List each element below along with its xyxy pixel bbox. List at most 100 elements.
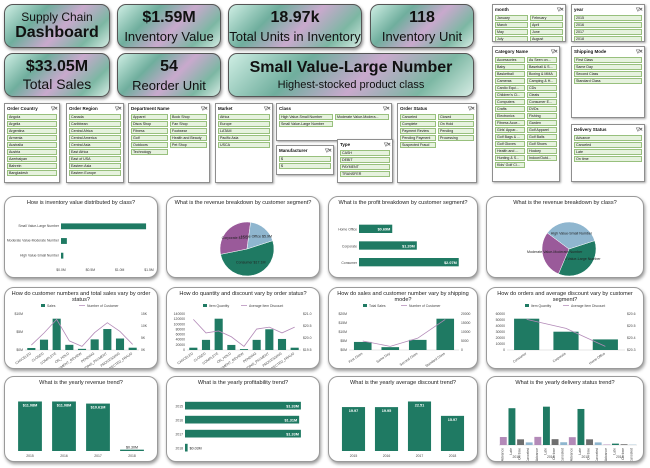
slicer-item[interactable]: High Value-Small Number (279, 114, 333, 120)
slicer-department[interactable]: Department Name ▽✕ Apparel Book Shop Discs S… (128, 103, 210, 183)
slicer-item[interactable]: Cardio Equi... (495, 85, 525, 91)
slicer-item[interactable]: Suspected Fraud (400, 142, 436, 148)
filter-clear-icon[interactable]: ▽✕ (50, 105, 58, 112)
slicer-item[interactable]: Health and ... (495, 148, 525, 154)
slicer-order-status[interactable]: Order Status ▽✕ Canceled Closed Complete On H… (397, 103, 477, 183)
slicer-item[interactable]: Outdoors (131, 142, 168, 148)
slicer-item[interactable]: 2015 (574, 15, 642, 21)
slicer-item[interactable]: East of USA (69, 156, 121, 162)
slicer-item[interactable]: Central America (69, 135, 121, 141)
slicer-item[interactable]: Austria (7, 149, 57, 155)
slicer-item[interactable]: March (495, 22, 528, 28)
slicer-order-country[interactable]: Order Country ▽✕ Angola Argelia Argentina Arm… (4, 103, 60, 183)
slicer-item[interactable]: On time (574, 156, 642, 162)
slicer-item[interactable]: Canceled (574, 142, 642, 148)
slicer-item[interactable]: Small Value-Large Number (279, 121, 333, 127)
slicer-item[interactable]: Basketball (495, 71, 525, 77)
slicer-item[interactable]: First Class (574, 57, 642, 63)
slicer-type[interactable]: Type ▽✕ CASH DEBIT PAYMENT TRANSFER (337, 139, 393, 183)
filter-clear-icon[interactable]: ▽✕ (635, 48, 643, 55)
slicer-item[interactable]: Central Africa (69, 128, 121, 134)
slicer-item[interactable]: July (495, 36, 528, 41)
slicer-item[interactable]: Book Shop (170, 114, 207, 120)
slicer-item[interactable]: Angola (7, 114, 57, 120)
slicer-item[interactable]: January (495, 15, 528, 21)
slicer-item[interactable]: 2018 (574, 36, 642, 41)
slicer-item[interactable]: Late (574, 149, 642, 155)
slicer-market[interactable]: Market ▽✕ Africa Europe LATAM Pacific Asia USC… (215, 103, 273, 183)
slicer-shipping-mode[interactable]: Shipping Mode ▽✕ First Class Same Day Second… (571, 46, 645, 118)
slicer-item[interactable]: Second Class (574, 71, 642, 77)
slicer-item[interactable]: Eastern Europe (69, 170, 121, 176)
slicer-item[interactable]: Closed (438, 114, 474, 120)
slicer-item[interactable]: Consumer E... (527, 99, 557, 105)
slicer-item[interactable]: Argentina (7, 128, 57, 134)
slicer-item[interactable]: Bahrein (7, 163, 57, 169)
slicer-year[interactable]: year ▽✕ 2015 2016 2017 2018 (571, 4, 645, 42)
filter-clear-icon[interactable]: ▽✕ (635, 126, 643, 133)
slicer-item[interactable]: Golf Bags & ... (495, 134, 525, 140)
slicer-item[interactable]: Computers (495, 99, 525, 105)
slicer-item[interactable]: June (530, 29, 563, 35)
slicer-item[interactable]: Golf (131, 135, 168, 141)
slicer-item[interactable]: February (530, 15, 563, 21)
slicer-month[interactable]: month ▽✕ January February March April May June J… (492, 4, 566, 42)
slicer-item[interactable]: PAYMENT (340, 164, 390, 170)
slicer-item[interactable]: April (530, 22, 563, 28)
filter-clear-icon[interactable]: ▽✕ (200, 105, 208, 112)
slicer-item[interactable]: Technology (131, 149, 168, 155)
slicer-item[interactable]: Baseball & S... (527, 64, 557, 70)
slicer-item[interactable]: May (495, 29, 528, 35)
slicer-manufacturer[interactable]: Manufacturer ▽✕ $ $ (276, 145, 334, 175)
slicer-category[interactable]: Category Name ▽✕ Accessories As Seen on... B… (492, 46, 560, 182)
slicer-item[interactable]: Discs Shop (131, 121, 168, 127)
slicer-item[interactable]: Processing (438, 135, 474, 141)
slicer-item[interactable]: As Seen on... (527, 57, 557, 63)
slicer-item[interactable]: Canceled (400, 114, 436, 120)
slicer-item[interactable]: Argelia (7, 121, 57, 127)
slicer-item[interactable]: Health and Beauty (170, 135, 207, 141)
slicer-item[interactable]: 2016 (574, 22, 642, 28)
slicer-delivery-status[interactable]: Delivery Status ▽✕ Advance Canceled Late On t… (571, 124, 645, 182)
slicer-item[interactable]: Cleats (527, 92, 557, 98)
slicer-item[interactable]: Golf Balls (527, 134, 557, 140)
slicer-item[interactable]: Pending Payment (400, 135, 436, 141)
filter-clear-icon[interactable]: ▽✕ (263, 105, 271, 112)
slicer-item[interactable]: DVDs (527, 106, 557, 112)
slicer-item[interactable]: Pacific Asia (218, 135, 270, 141)
slicer-item[interactable]: TRANSFER (340, 171, 390, 177)
slicer-item[interactable]: Golf Shoes (527, 141, 557, 147)
filter-clear-icon[interactable]: ▽✕ (556, 6, 564, 13)
slicer-item[interactable]: Complete (400, 121, 436, 127)
slicer-item[interactable]: Australia (7, 142, 57, 148)
slicer-item[interactable]: Hunting & S... (495, 155, 525, 161)
slicer-item[interactable]: Pending (438, 128, 474, 134)
slicer-item[interactable]: LATAM (218, 128, 270, 134)
slicer-item[interactable]: 2017 (574, 29, 642, 35)
slicer-item[interactable]: Boxing & MMA (527, 71, 557, 77)
filter-clear-icon[interactable]: ▽✕ (635, 6, 643, 13)
slicer-item[interactable]: Fishing (527, 113, 557, 119)
slicer-item[interactable]: Azerbaiyan (7, 156, 57, 162)
slicer-item[interactable]: Electronics (495, 113, 525, 119)
slicer-item[interactable]: Armenia (7, 135, 57, 141)
slicer-item[interactable]: Payment Review (400, 128, 436, 134)
slicer-item[interactable]: Pet Shop (170, 142, 207, 148)
slicer-item[interactable]: Indoor/Outd... (527, 155, 557, 161)
slicer-item[interactable]: Hockey (527, 148, 557, 154)
slicer-item[interactable]: Caribbean (69, 121, 121, 127)
slicer-class[interactable]: Class ▽✕ High Value-Small Number Moderate V… (276, 103, 392, 141)
slicer-item[interactable]: Cameras (495, 78, 525, 84)
slicer-item[interactable]: Eastern Asia (69, 163, 121, 169)
slicer-item[interactable]: Africa (218, 114, 270, 120)
slicer-item[interactable]: Apparel (131, 114, 168, 120)
slicer-item[interactable]: Fitness Acce... (495, 120, 525, 126)
slicer-item[interactable]: Standard Class (574, 78, 642, 84)
slicer-item[interactable]: Canada (69, 114, 121, 120)
slicer-item[interactable]: Accessories (495, 57, 525, 63)
slicer-item[interactable]: Fan Shop (170, 121, 207, 127)
slicer-item[interactable]: Children's Cl... (495, 92, 525, 98)
slicer-item[interactable]: Garden (527, 120, 557, 126)
filter-clear-icon[interactable]: ▽✕ (383, 141, 391, 148)
slicer-order-region[interactable]: Order Region ▽✕ Canada Caribbean Central Afr… (66, 103, 124, 183)
